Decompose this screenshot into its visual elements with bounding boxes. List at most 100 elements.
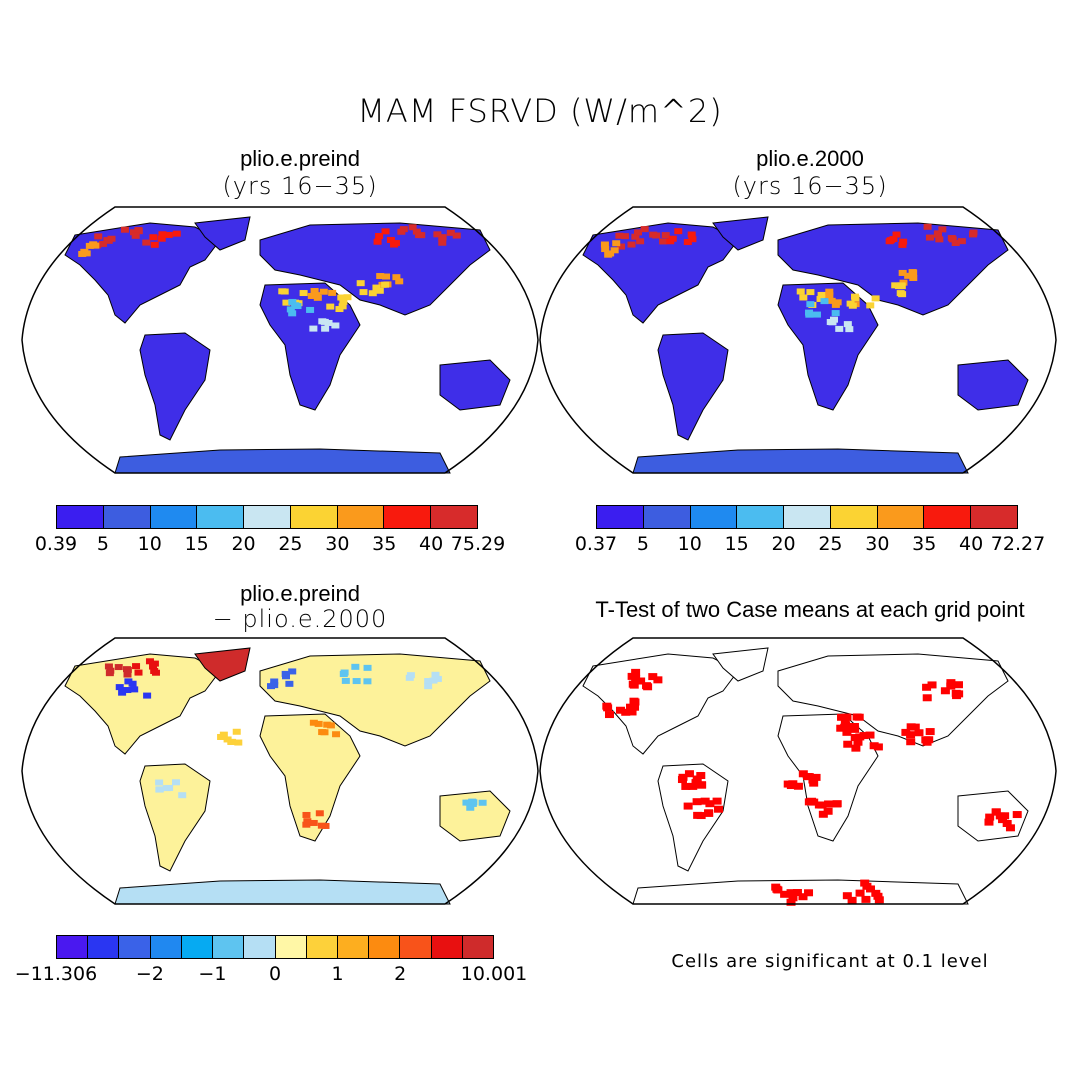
data-cell <box>612 240 621 247</box>
data-cell <box>267 683 276 690</box>
data-cell <box>149 663 158 670</box>
data-cell <box>601 246 610 253</box>
significant-cell <box>906 723 916 731</box>
data-cell <box>661 232 670 239</box>
data-cell <box>326 303 335 310</box>
data-cell <box>270 678 279 685</box>
data-cell <box>331 322 340 329</box>
colorbar-swatch <box>369 936 401 958</box>
data-cell <box>466 804 475 811</box>
data-cell <box>843 321 852 328</box>
greenland-landmass <box>194 647 251 682</box>
data-cell <box>155 786 164 793</box>
colorbar-tick-label: 15 <box>724 533 749 555</box>
eurasia-landmass <box>777 222 1009 316</box>
data-cell <box>604 251 613 258</box>
data-cell <box>368 290 377 297</box>
significant-cell <box>615 706 625 714</box>
significant-cell <box>636 677 646 685</box>
data-cell <box>652 232 661 239</box>
data-cell <box>321 325 330 332</box>
data-cell <box>848 302 857 309</box>
data-cell <box>923 223 932 230</box>
data-cell <box>143 692 152 699</box>
data-cell <box>372 284 381 291</box>
data-cell <box>320 729 329 736</box>
data-cell <box>683 239 692 246</box>
data-cell <box>351 663 360 670</box>
data-cell <box>171 779 180 786</box>
data-cell <box>898 241 907 248</box>
significant-cell <box>842 713 852 721</box>
colorbar-swatch <box>431 936 463 958</box>
significant-cell <box>906 731 916 739</box>
colorbar-swatch <box>337 936 370 958</box>
significant-cell <box>841 722 851 730</box>
significant-cell <box>946 682 956 690</box>
significant-cell <box>991 808 1001 816</box>
colorbar-swatch <box>597 506 644 528</box>
significant-cell <box>855 733 865 741</box>
significant-cell <box>691 779 701 787</box>
significant-cell <box>603 704 613 712</box>
data-cell <box>128 680 137 687</box>
data-cell <box>157 235 166 242</box>
colorbar-bl-boxes <box>56 935 494 959</box>
data-cell <box>134 228 143 235</box>
data-cell <box>886 237 895 244</box>
data-cell <box>232 728 241 735</box>
significant-cell <box>688 782 698 790</box>
data-cell <box>620 233 629 240</box>
significant-cell <box>804 889 814 897</box>
data-cell <box>291 302 300 309</box>
significant-cell <box>692 775 702 783</box>
data-cell <box>335 306 344 313</box>
significant-cell <box>798 770 808 778</box>
data-cell <box>123 666 132 673</box>
data-cell <box>386 236 395 243</box>
data-cell <box>933 230 942 237</box>
data-cell <box>799 294 808 301</box>
colorbar-swatch <box>384 506 432 528</box>
data-cell <box>899 238 908 245</box>
data-cell <box>796 288 805 295</box>
data-cell <box>359 289 368 296</box>
data-cell <box>806 301 815 308</box>
africa-landmass <box>259 713 361 842</box>
data-cell <box>894 283 903 290</box>
colorbar-swatch <box>971 506 1018 528</box>
colorbar-swatch <box>924 506 972 528</box>
data-cell <box>324 319 333 326</box>
panel-br-title: T-Test of two Case means at each grid po… <box>595 597 1025 622</box>
significant-cell <box>832 800 842 808</box>
significant-cell <box>984 818 994 826</box>
data-cell <box>129 229 138 236</box>
data-cell <box>303 818 312 825</box>
significant-cell <box>714 805 724 813</box>
data-cell <box>835 325 844 332</box>
data-cell <box>382 273 391 280</box>
panel-tr-title: plio.e.2000 <box>756 146 864 171</box>
significant-cell <box>914 729 924 737</box>
significant-cell <box>995 812 1005 820</box>
colorbar-swatch <box>57 506 104 528</box>
colorbar-swatch <box>119 936 151 958</box>
greenland-landmass <box>712 647 769 682</box>
data-cell <box>909 274 918 281</box>
data-cell <box>925 234 934 241</box>
significant-cell <box>604 711 614 719</box>
data-cell <box>282 673 291 680</box>
data-cell <box>806 289 815 296</box>
data-cell <box>363 678 372 685</box>
colorbar-swatch <box>244 936 276 958</box>
colorbar-swatch <box>88 936 120 958</box>
significant-cell <box>627 708 637 716</box>
data-cell <box>150 241 159 248</box>
significant-cell <box>783 780 793 788</box>
colorbar-tl: 0.39 5 10 15 20 25 30 35 40 75.29 <box>35 505 505 555</box>
map-outline <box>539 637 1057 905</box>
data-cell <box>356 280 365 287</box>
data-cell <box>424 683 433 690</box>
southAmerica-landmass <box>139 332 211 441</box>
data-cell <box>299 290 308 297</box>
